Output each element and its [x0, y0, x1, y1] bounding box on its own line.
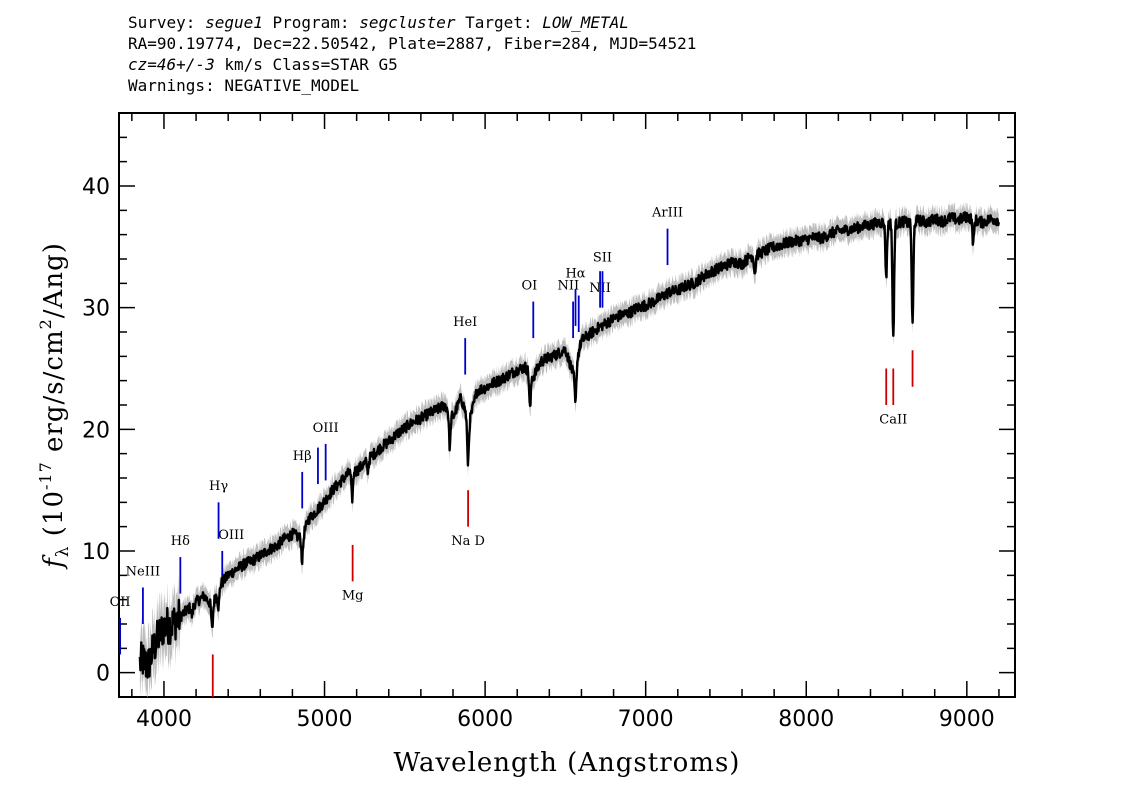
- x-tick-label: 4000: [136, 707, 192, 732]
- y-tick-label: 40: [82, 175, 110, 200]
- line-marker-label: Hγ: [209, 479, 228, 494]
- x-tick-label: 7000: [618, 707, 674, 732]
- line-marker-label: OII: [110, 595, 131, 610]
- line-marker-label: Hβ: [293, 449, 312, 464]
- line-marker-label: HeI: [453, 315, 477, 330]
- header-line-coordinates: RA=90.19774, Dec=22.50542, Plate=2887, F…: [128, 34, 697, 53]
- line-marker-label: OI: [521, 278, 537, 293]
- axis-ticks: [119, 112, 1015, 698]
- line-marker-label: SII: [593, 250, 612, 265]
- line-marker-label: NeIII: [126, 564, 160, 579]
- target-value: LOW_METAL: [542, 13, 629, 32]
- line-marker-label: Hδ: [171, 534, 190, 549]
- tick-marks: [119, 112, 1015, 698]
- survey-value: segue1: [205, 13, 263, 32]
- plot-frame: [118, 112, 1016, 698]
- y-tick-label: 30: [82, 297, 110, 322]
- header-line-warnings: Warnings: NEGATIVE_MODEL: [128, 76, 360, 95]
- line-marker-label: OIII: [313, 421, 339, 436]
- x-tick-label: 8000: [778, 707, 834, 732]
- flux-series-line: [138, 211, 1000, 679]
- line-marker-label: Hα: [565, 266, 585, 281]
- y-tick-label: 10: [82, 540, 110, 565]
- header-line-survey: Survey: segue1 Program: segcluster Targe…: [128, 12, 696, 33]
- x-tick-label: 5000: [297, 707, 353, 732]
- target-label: Target:: [455, 13, 543, 32]
- line-marker-label: CaII: [879, 412, 907, 427]
- x-tick-label: 6000: [457, 707, 513, 732]
- cz-unit-class: km/s Class=STAR G5: [214, 55, 398, 74]
- y-axis-title: fλ (10-17 erg/s/cm2/Ang): [36, 242, 73, 570]
- spectrum-header: Survey: segue1 Program: segcluster Targe…: [128, 12, 696, 96]
- survey-label: Survey:: [128, 13, 206, 32]
- header-line-redshift: cz=46+/-3 km/s Class=STAR G5: [128, 54, 696, 75]
- program-value: segcluster: [359, 13, 456, 32]
- line-marker-label: Na D: [451, 534, 485, 549]
- line-marker-label: NII: [589, 281, 611, 296]
- line-marker-label: ArIII: [651, 205, 683, 220]
- cz-value: cz=46+/-3: [128, 55, 215, 74]
- line-marker-label: OIII: [218, 528, 244, 543]
- program-label: Program:: [262, 13, 360, 32]
- y-tick-label: 20: [82, 418, 110, 443]
- axis-tick-labels: 4000 5000 6000 7000 8000 9000 0 10 20 30 40: [82, 175, 995, 732]
- y-tick-label: 0: [96, 662, 110, 687]
- line-marker-label: Mg: [342, 589, 364, 604]
- x-tick-label: 9000: [939, 707, 995, 732]
- x-axis-title: Wavelength (Angstroms): [394, 748, 741, 778]
- line-marker-label: NII: [557, 278, 579, 293]
